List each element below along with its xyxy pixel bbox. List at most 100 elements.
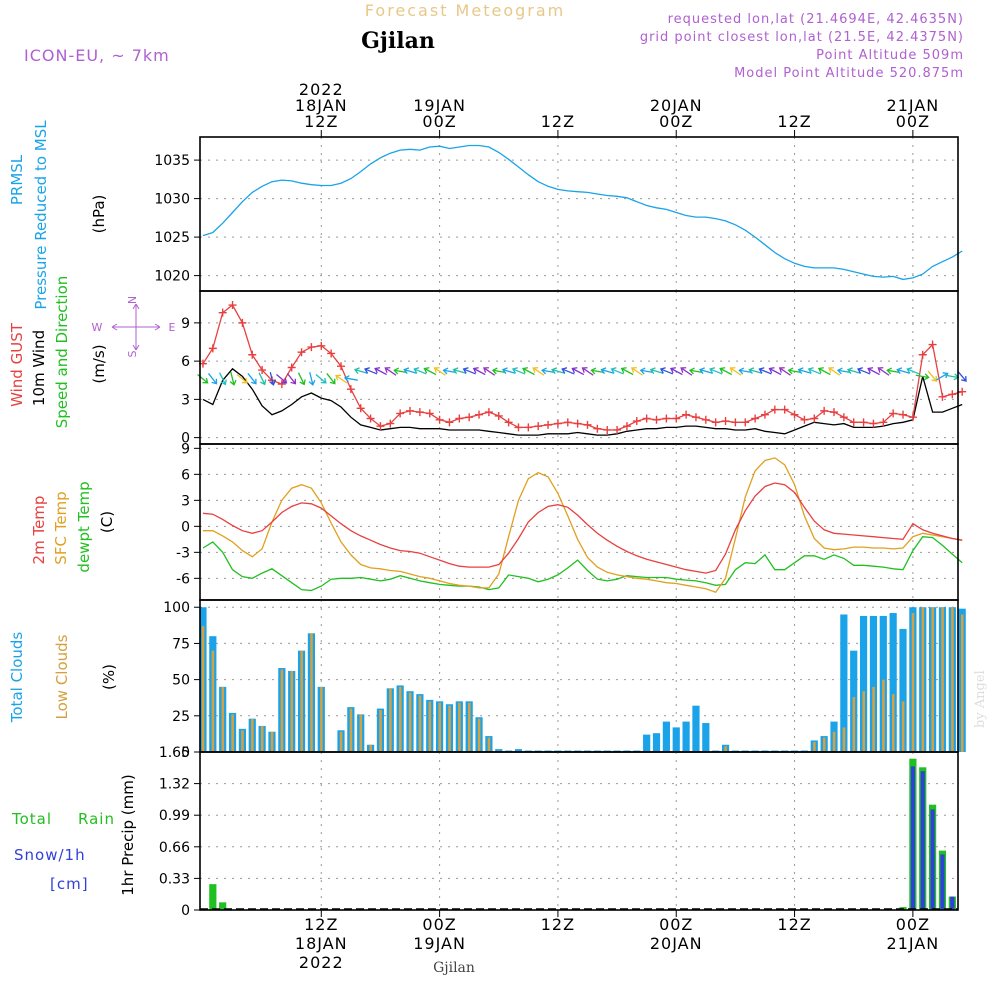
low-clouds-bar [231,714,234,752]
wind-direction-arrow-shape [269,372,276,386]
y-tick-label: 1035 [154,153,190,169]
wind-direction-arrow-shape [374,367,387,376]
y-tick-label: 0.33 [159,871,190,887]
temp-2m-line [202,482,963,574]
wind-gust-marker [376,422,385,431]
temp-label: 2m Temp [30,496,48,565]
wind-direction-arrow-shape [748,367,763,375]
pressure-label: PRMSL [8,154,26,205]
wind-direction-arrow-shape [936,372,949,381]
wind-gust-marker [820,406,829,415]
snow-bar [950,896,955,910]
low-clouds-bar [359,714,363,752]
wind-direction-arrow [877,367,890,376]
wind-direction-arrow-shape [768,367,782,376]
wind-direction-arrow-shape [462,367,476,375]
wind-gust-marker [218,308,227,317]
wind-direction-arrow-shape [551,367,565,375]
low-clouds-bar [477,718,481,752]
pressure-line [202,144,963,281]
wind-direction-arrow [326,373,336,385]
wind-gust-marker [484,408,493,417]
snow-bar [940,854,945,910]
wind-direction-arrow [364,367,378,375]
wind-gust-marker [396,409,405,418]
wind-direction-arrow-shape [511,367,526,375]
wind-gust-marker [810,414,819,423]
wind-direction-arrow [699,367,713,375]
y-tick-label: 0.66 [159,840,190,856]
wind-direction-arrow [610,367,624,375]
wind-gust-marker [751,414,760,423]
wind-gust-marker [465,413,474,422]
x-tick-label: 00Z [896,112,930,131]
y-tick-label: -6 [176,571,190,587]
wind-direction-arrow-shape [659,367,674,375]
total-clouds-bar [662,721,670,752]
wind-gust-marker [494,411,503,420]
wind-direction-arrow-shape [541,367,556,375]
wind-gust-marker [790,410,799,419]
low-clouds-bar [241,730,244,752]
wind-gust-marker [514,423,523,432]
y-tick-label: 1.32 [159,777,190,793]
x-tick-label: 21JAN [887,96,940,115]
wind-direction-arrow [384,367,397,376]
wind-direction-arrow [258,372,267,386]
wind-direction-arrow-shape [738,367,753,375]
wind-direction-arrow-shape [442,367,457,375]
total-clouds-bar [889,613,897,752]
low-clouds-bar [901,701,905,752]
wind-direction-arrow-shape [247,373,257,385]
precip-legend-rain: Rain [78,810,115,828]
low-clouds-bar [960,614,964,752]
wind-direction-arrow-shape [343,375,358,383]
low-clouds-bar [398,686,402,752]
y-tick-label: 3 [181,392,190,408]
wind-gust-marker [524,423,533,432]
wind-gust-marker [297,348,306,357]
wind-gust-marker [632,417,641,426]
compass-w: W [92,321,103,334]
wind-direction-arrow-shape [927,370,938,382]
wind-direction-arrow-shape [797,367,812,375]
wind-gust-marker [553,419,562,428]
gridpoint-coords: grid point closest lon,lat (21.5E, 42.43… [640,30,964,45]
clouds-label: Total Clouds [8,632,26,724]
snow-bar [910,766,915,910]
y-tick-label: 0.99 [159,808,190,824]
low-clouds-bar [448,705,451,752]
low-clouds-bar [882,679,885,752]
low-clouds-bar [891,694,895,752]
x-tick-label: 00Z [422,915,456,934]
wind-direction-arrow-shape [384,367,397,376]
dewpt-temp-line [202,536,963,592]
watermark: by Angel [973,670,988,728]
wind-direction-arrow-shape [709,367,723,375]
low-clouds-bar [813,741,816,752]
panel-temperature: 9 6 3 0 -3 -6 [176,441,963,600]
wind-direction-arrow-shape [758,367,772,375]
wind-gust-marker [504,418,513,427]
low-clouds-bar [280,669,284,752]
wind-direction-arrow-shape [649,367,664,375]
wind-direction-arrow [915,373,930,381]
x-tick-label: 18JAN [295,96,348,115]
wind-direction-arrow-shape [886,367,901,375]
wind-direction-arrow [442,367,457,375]
low-clouds-bar [211,650,215,752]
total-clouds-bar [672,727,680,752]
wind-direction-arrow-shape [896,367,910,375]
y-tick-label: 0 [181,745,190,761]
low-clouds-bar [951,607,954,752]
wind-direction-arrow-shape [522,367,535,376]
low-clouds-bar [872,686,875,752]
low-clouds-bar [941,607,944,752]
wind-gust-marker [445,418,454,427]
model-altitude: Model Point Altitude 520.875m [734,66,964,81]
wind-direction-arrow [423,367,437,376]
low-clouds-bar [852,696,856,752]
wind-direction-arrow [374,367,387,376]
total-clouds-bar [859,615,868,752]
wind-direction-arrow [729,367,742,376]
